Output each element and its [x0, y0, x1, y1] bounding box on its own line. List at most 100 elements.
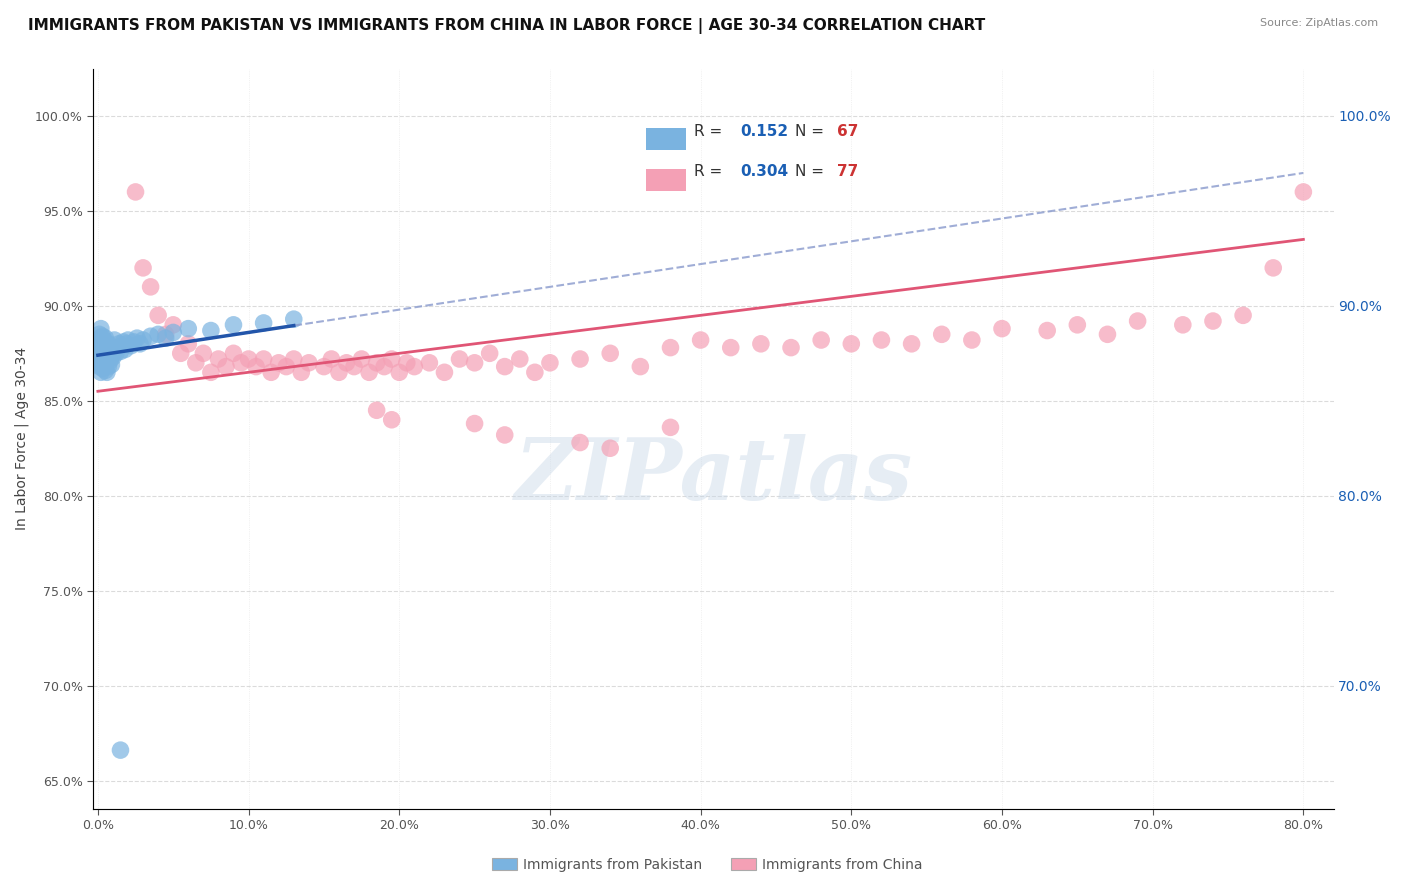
Point: [89, 359, 111, 374]
Point: [659, 341, 682, 355]
Point: [184, 356, 207, 370]
Point: [91, 356, 114, 370]
Point: [312, 359, 335, 374]
Point: [900, 336, 922, 351]
Point: [449, 351, 471, 366]
Point: [253, 351, 276, 366]
Text: Source: ZipAtlas.com: Source: ZipAtlas.com: [1260, 18, 1378, 28]
Point: [1263, 260, 1285, 275]
Point: [388, 365, 411, 379]
Point: [90, 321, 112, 335]
Point: [139, 329, 162, 343]
Point: [111, 339, 134, 353]
Point: [96, 365, 118, 379]
Point: [89, 327, 111, 342]
Point: [104, 346, 127, 360]
Point: [90, 344, 112, 359]
Point: [276, 359, 298, 374]
Point: [267, 356, 290, 370]
Point: [96, 356, 118, 370]
Point: [177, 336, 200, 351]
Point: [290, 365, 312, 379]
Point: [538, 356, 561, 370]
Point: [93, 354, 115, 368]
Point: [115, 336, 138, 351]
Point: [343, 359, 366, 374]
Point: [245, 359, 267, 374]
Point: [1232, 309, 1254, 323]
Point: [509, 351, 531, 366]
Point: [628, 359, 651, 374]
Point: [207, 351, 229, 366]
Point: [720, 341, 742, 355]
Point: [283, 312, 305, 326]
Point: [100, 358, 122, 372]
Point: [101, 350, 124, 364]
Point: [87, 351, 110, 366]
Point: [98, 343, 121, 357]
Point: [87, 333, 110, 347]
Point: [991, 321, 1014, 335]
Point: [155, 331, 177, 345]
Text: ZIPatlas: ZIPatlas: [515, 434, 912, 517]
Point: [1171, 318, 1194, 332]
Point: [93, 359, 115, 374]
Point: [689, 333, 711, 347]
Point: [94, 363, 117, 377]
Point: [93, 339, 115, 353]
Point: [599, 346, 621, 360]
Point: [96, 344, 118, 359]
Point: [97, 336, 120, 351]
Point: [1097, 327, 1119, 342]
Point: [89, 346, 111, 360]
Text: IMMIGRANTS FROM PAKISTAN VS IMMIGRANTS FROM CHINA IN LABOR FORCE | AGE 30-34 COR: IMMIGRANTS FROM PAKISTAN VS IMMIGRANTS F…: [28, 18, 986, 34]
Point: [87, 341, 110, 355]
Point: [146, 327, 169, 342]
Point: [395, 356, 418, 370]
Point: [90, 341, 112, 355]
Point: [91, 351, 114, 366]
Point: [177, 321, 200, 335]
Point: [215, 359, 238, 374]
Point: [129, 336, 152, 351]
Point: [132, 333, 155, 347]
Point: [229, 356, 252, 370]
Point: [93, 333, 115, 347]
Point: [98, 354, 121, 368]
Point: [1292, 185, 1315, 199]
Point: [146, 309, 169, 323]
Point: [94, 331, 117, 345]
Point: [139, 280, 162, 294]
Point: [404, 359, 426, 374]
Text: Immigrants from China: Immigrants from China: [762, 858, 922, 872]
Point: [222, 318, 245, 332]
Point: [283, 351, 305, 366]
Point: [780, 341, 803, 355]
Point: [335, 356, 357, 370]
Point: [810, 333, 832, 347]
Point: [1066, 318, 1088, 332]
Point: [749, 336, 772, 351]
Point: [659, 420, 682, 434]
Point: [222, 346, 245, 360]
Point: [120, 339, 142, 353]
Point: [97, 359, 120, 374]
Point: [162, 326, 184, 340]
Point: [494, 359, 516, 374]
Point: [478, 346, 501, 360]
Point: [200, 365, 222, 379]
Point: [1036, 324, 1059, 338]
Point: [90, 354, 112, 368]
Point: [523, 365, 546, 379]
Point: [321, 351, 343, 366]
Y-axis label: In Labor Force | Age 30-34: In Labor Force | Age 30-34: [15, 347, 30, 531]
Point: [93, 346, 115, 360]
Point: [381, 351, 404, 366]
Point: [931, 327, 953, 342]
Point: [328, 365, 350, 379]
Point: [94, 348, 117, 362]
Point: [89, 356, 111, 370]
Point: [569, 435, 592, 450]
Point: [101, 341, 124, 355]
Point: [170, 346, 193, 360]
